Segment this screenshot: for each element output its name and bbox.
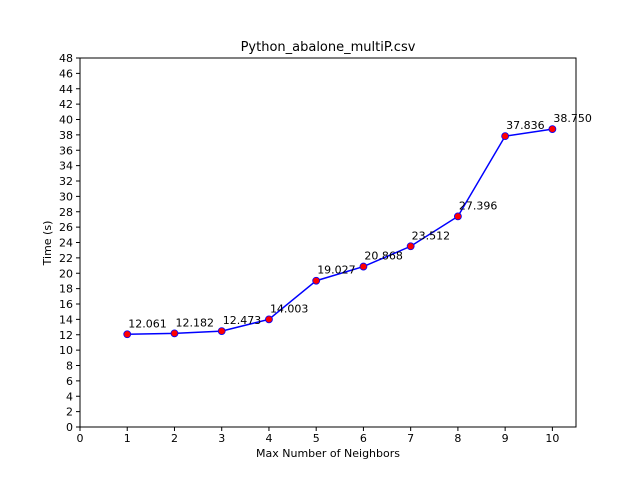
data-label: 12.061 [128, 317, 167, 330]
y-tick-label: 38 [59, 129, 73, 142]
data-label: 23.512 [412, 229, 451, 242]
chart-title: Python_abalone_multiP.csv [241, 40, 416, 55]
data-point [548, 125, 557, 134]
y-tick-label: 32 [59, 175, 73, 188]
y-tick-label: 6 [66, 375, 73, 388]
plot-frame [79, 57, 577, 428]
y-tick-label: 22 [59, 252, 73, 265]
data-label: 12.473 [223, 314, 262, 327]
y-tick-label: 20 [59, 267, 73, 280]
x-tick-label: 1 [124, 432, 131, 445]
x-tick-label: 8 [454, 432, 461, 445]
data-point [406, 242, 415, 251]
data-label: 27.396 [459, 199, 498, 212]
x-tick-label: 9 [502, 432, 509, 445]
y-tick-label: 36 [59, 144, 73, 157]
series-line [127, 128, 553, 336]
y-axis-label: Time (s) [41, 221, 54, 267]
data-label: 20.868 [364, 250, 403, 263]
y-tick-label: 2 [66, 406, 73, 419]
data-point [170, 329, 179, 338]
data-label: 14.003 [270, 302, 309, 315]
y-tick-label: 10 [59, 344, 73, 357]
x-tick-label: 3 [218, 432, 225, 445]
y-tick-label: 12 [59, 329, 73, 342]
x-tick-label: 6 [360, 432, 367, 445]
y-tick-label: 0 [66, 421, 73, 434]
data-point [501, 132, 510, 141]
data-point [359, 262, 368, 271]
data-point [217, 327, 226, 336]
y-tick-label: 44 [59, 83, 73, 96]
data-label: 12.182 [175, 316, 214, 329]
y-tick-label: 34 [59, 160, 73, 173]
y-tick-label: 16 [59, 298, 73, 311]
y-tick-label: 30 [59, 190, 73, 203]
y-tick-label: 26 [59, 221, 73, 234]
y-tick-label: 18 [59, 283, 73, 296]
x-axis-label: Max Number of Neighbors [256, 447, 400, 460]
y-tick-label: 42 [59, 98, 73, 111]
data-point [123, 330, 132, 339]
data-point [265, 315, 273, 324]
x-tick-label: 4 [265, 432, 272, 445]
y-tick-label: 4 [66, 390, 73, 403]
x-tick-label: 2 [171, 432, 178, 445]
data-label: 19.027 [317, 264, 356, 277]
x-tick-label: 10 [545, 432, 559, 445]
y-tick-label: 28 [59, 206, 73, 219]
y-tick-label: 46 [59, 67, 73, 80]
data-point [312, 276, 321, 285]
y-tick-label: 48 [59, 52, 73, 65]
data-label: 38.750 [553, 112, 592, 125]
y-tick-label: 24 [59, 237, 73, 250]
x-tick-label: 5 [313, 432, 320, 445]
y-tick-label: 40 [59, 114, 73, 127]
y-tick-label: 14 [59, 313, 73, 326]
y-tick-label: 8 [66, 360, 73, 373]
x-tick-label: 0 [77, 432, 84, 445]
plot-area: 0 1 2 3 4 5 6 7 8 9 100246810121416182022242628303… [59, 52, 592, 445]
data-point [454, 212, 462, 221]
data-label: 37.836 [506, 119, 544, 132]
x-tick-label: 7 [407, 432, 414, 445]
